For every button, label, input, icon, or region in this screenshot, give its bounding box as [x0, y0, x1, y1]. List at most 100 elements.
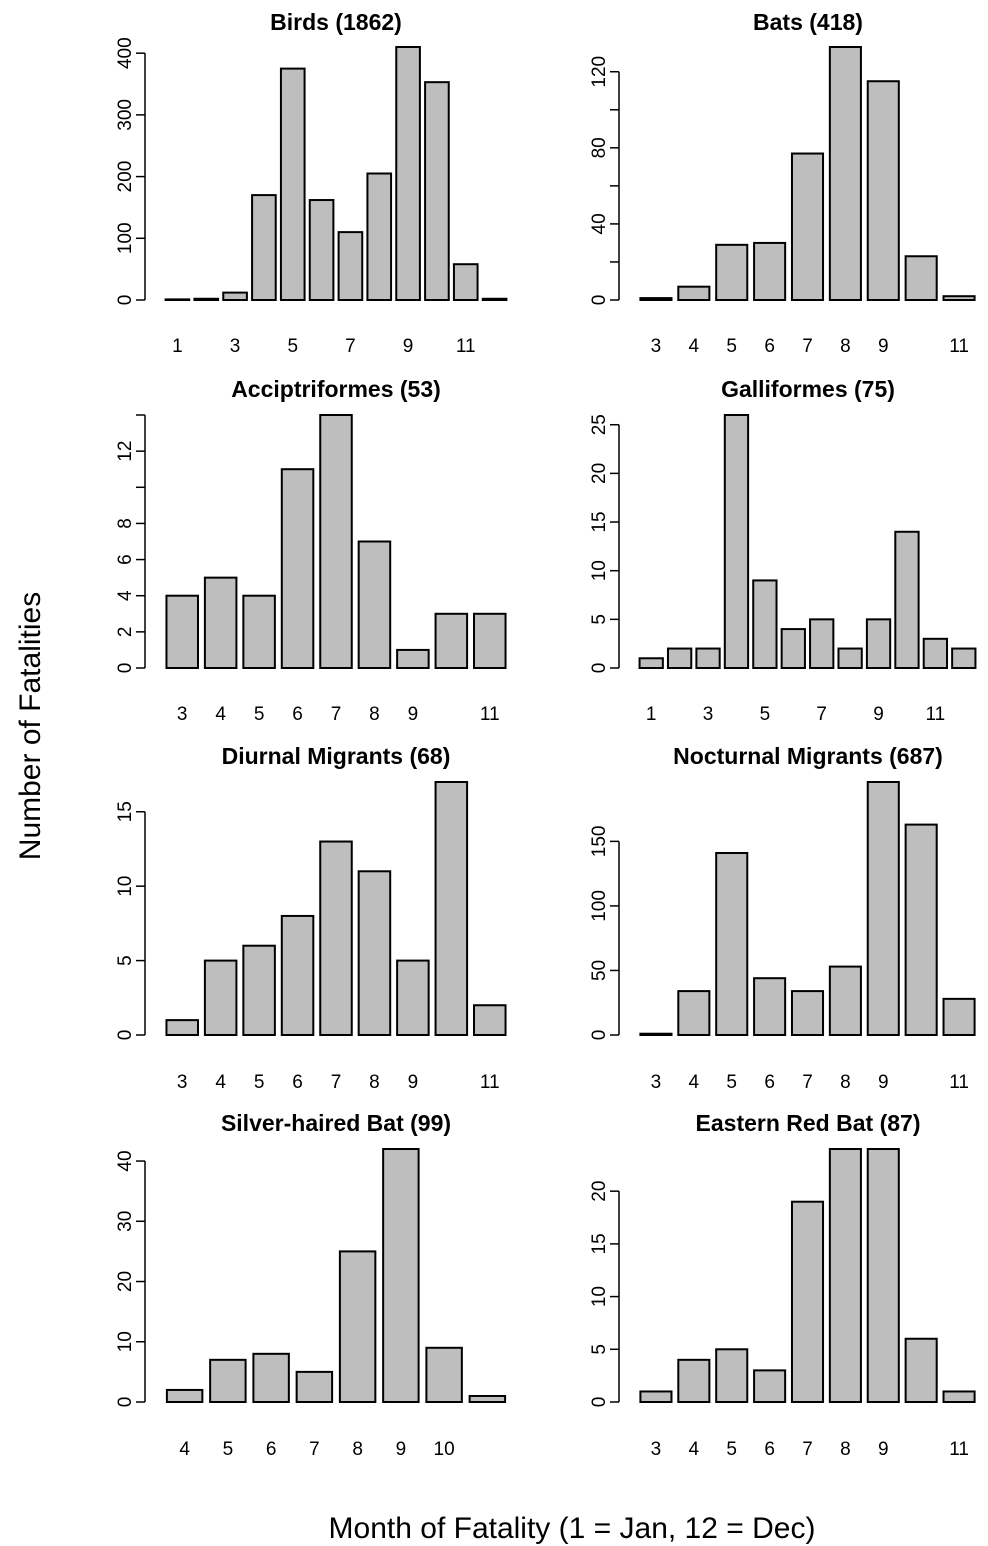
x-tick-label: 5: [254, 1072, 265, 1093]
y-tick-label: 10: [589, 1286, 610, 1307]
chart-title: Eastern Red Bat (87): [696, 1110, 921, 1136]
bar: [753, 241, 787, 301]
bar: [677, 285, 711, 301]
y-tick-label: 300: [115, 99, 136, 131]
x-tick-label: 6: [266, 1439, 277, 1460]
bar: [639, 1032, 673, 1036]
chart-panel: Diurnal Migrants (68) 0 5 10 15 3 4 5 6 7 8 9 11: [115, 743, 507, 1093]
bar: [723, 414, 750, 669]
x-tick-label: 6: [764, 1439, 775, 1460]
x-tick-label: 11: [456, 336, 476, 357]
y-tick-label: 5: [589, 614, 610, 625]
bar: [866, 1148, 900, 1403]
bar: [209, 1358, 247, 1403]
chart-title: Galliformes (75): [721, 376, 895, 402]
x-tick-label: 5: [760, 704, 771, 725]
x-tick-label: 4: [689, 1072, 700, 1093]
x-tick-label: 9: [408, 704, 419, 725]
x-tick-label: 6: [764, 1072, 775, 1093]
y-axis-title: Number of Fatalities: [14, 592, 47, 860]
x-tick-label: 3: [651, 1439, 662, 1460]
x-tick-label: 5: [726, 1439, 737, 1460]
bar: [424, 81, 450, 301]
x-tick-label: 8: [840, 1072, 851, 1093]
bar: [866, 781, 900, 1036]
x-tick-label: 11: [949, 336, 969, 357]
bar: [468, 1394, 507, 1403]
bar: [677, 1358, 711, 1403]
x-tick-label: 4: [689, 336, 700, 357]
y-tick-label: 2: [115, 627, 136, 638]
bar: [481, 297, 508, 301]
bar: [425, 1346, 463, 1404]
x-tick-label: 9: [408, 1072, 419, 1093]
y-tick-label: 0: [589, 663, 610, 674]
bar: [473, 612, 507, 669]
bar: [780, 628, 806, 670]
x-tick-label: 5: [726, 336, 737, 357]
bar: [308, 199, 335, 301]
y-tick-label: 10: [589, 560, 610, 581]
y-tick-label: 100: [589, 890, 610, 922]
y-tick-label: 0: [115, 1030, 136, 1041]
x-tick-label: 7: [331, 1072, 342, 1093]
bar: [357, 870, 392, 1036]
y-tick-label: 20: [115, 1271, 136, 1292]
bar: [715, 1348, 749, 1404]
bar: [677, 990, 711, 1036]
bar: [753, 1369, 787, 1404]
bar: [790, 152, 825, 301]
bar: [473, 1004, 507, 1036]
bar: [828, 1148, 862, 1403]
x-axis-title: Month of Fatality (1 = Jan, 12 = Dec): [329, 1512, 816, 1545]
bar: [203, 576, 238, 670]
x-tick-label: 7: [345, 336, 356, 357]
y-tick-label: 15: [589, 511, 610, 532]
x-tick-label: 3: [651, 336, 662, 357]
bar: [319, 840, 353, 1037]
y-tick-label: 0: [589, 1397, 610, 1408]
bar: [866, 80, 900, 301]
x-tick-label: 7: [331, 704, 342, 725]
bar: [382, 1148, 420, 1403]
y-tick-label: 0: [589, 295, 610, 306]
chart-panel: Birds (1862) 0 100 200 300 400 1 3 5 7 9 11: [115, 9, 508, 357]
x-tick-label: 10: [434, 1439, 455, 1460]
y-tick-label: 0: [115, 295, 136, 306]
bar: [396, 959, 430, 1037]
chart-title: Nocturnal Migrants (687): [673, 743, 943, 769]
bar: [828, 46, 862, 301]
x-tick-label: 5: [287, 336, 298, 357]
chart-panel: Bats (418) 0 40 80 120 3 4 5 6 7 8 9 11: [589, 9, 976, 357]
x-tick-label: 6: [292, 704, 303, 725]
x-tick-label: 8: [840, 1439, 851, 1460]
bar: [165, 1019, 199, 1036]
bar: [165, 1388, 204, 1403]
bar: [242, 944, 276, 1037]
y-tick-label: 50: [589, 960, 610, 981]
bar: [809, 618, 835, 669]
y-tick-label: 0: [115, 1397, 136, 1408]
y-tick-label: 150: [589, 826, 610, 858]
x-tick-label: 3: [177, 1072, 188, 1093]
x-tick-label: 8: [840, 336, 851, 357]
chart-panel: Acciptriformes (53) 0 2 4 6 8 12 3 4 5 6 7 8 9 11: [115, 376, 507, 725]
y-tick-label: 30: [115, 1211, 136, 1232]
bar: [715, 851, 749, 1036]
bar: [251, 194, 277, 302]
x-tick-label: 11: [949, 1072, 969, 1093]
chart-title: Silver-haired Bat (99): [221, 1110, 451, 1136]
x-tick-label: 8: [369, 1072, 380, 1093]
x-tick-label: 11: [480, 704, 500, 725]
x-tick-label: 3: [177, 704, 188, 725]
bar: [452, 263, 479, 301]
bar: [280, 914, 315, 1036]
x-tick-label: 3: [703, 704, 714, 725]
bar: [434, 612, 469, 669]
y-tick-label: 8: [115, 518, 136, 529]
bar: [357, 540, 392, 669]
bar: [639, 297, 673, 302]
x-tick-label: 3: [651, 1072, 662, 1093]
bar: [279, 67, 306, 301]
